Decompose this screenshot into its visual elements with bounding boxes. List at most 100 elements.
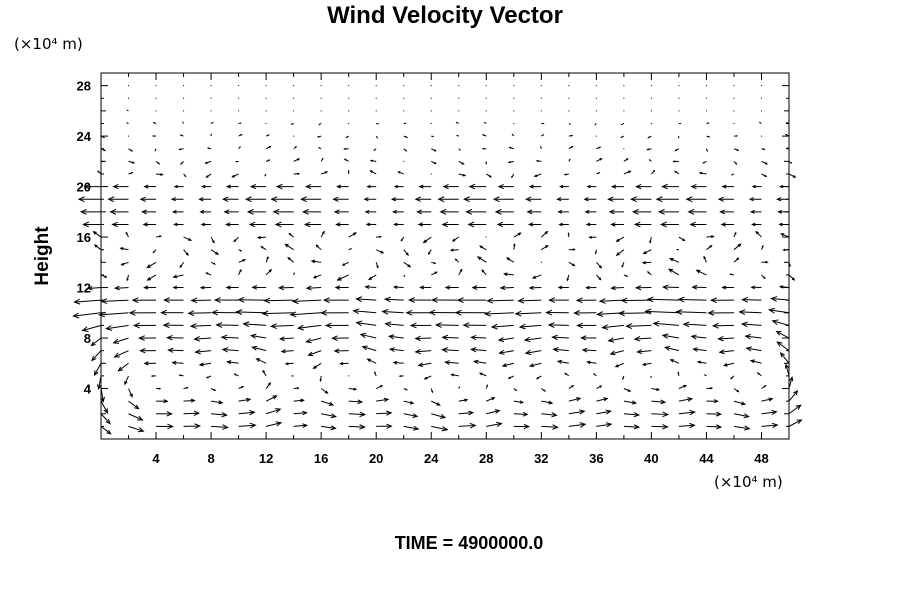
wind-vector [392, 360, 404, 365]
wind-vector [563, 173, 569, 176]
wind-vector [454, 258, 460, 263]
wind-vector [617, 310, 652, 317]
wind-vector [698, 171, 707, 175]
wind-vector [623, 388, 632, 392]
wind-vector [198, 362, 212, 367]
wind-vector [414, 196, 432, 202]
vector-dot [650, 122, 652, 124]
wind-vector [310, 259, 322, 264]
vector-dot [595, 135, 597, 137]
wind-vector [265, 268, 273, 276]
vector-dot [100, 97, 102, 99]
wind-vector [517, 297, 542, 304]
wind-vector [409, 322, 432, 329]
wind-vector [183, 173, 187, 178]
wind-vector [498, 349, 514, 355]
wind-vector [610, 222, 624, 227]
wind-vector [428, 309, 459, 316]
wind-vector [363, 197, 377, 202]
wind-vector [393, 222, 404, 227]
y-tick-label: 16 [77, 230, 91, 245]
wind-vector [249, 183, 267, 190]
vector-dot [375, 97, 377, 99]
wind-vector [193, 335, 212, 342]
wind-vector [703, 255, 707, 263]
wind-vector [305, 184, 322, 190]
wind-vector [152, 135, 157, 137]
wind-vector [315, 244, 322, 251]
wind-vector [576, 322, 597, 329]
wind-vector [128, 148, 134, 152]
wind-vector [513, 388, 518, 392]
wind-vector [756, 372, 762, 377]
wind-vector [210, 236, 215, 244]
wind-vector [696, 360, 707, 364]
wind-vector [431, 425, 449, 432]
wind-vector [706, 235, 715, 239]
wind-vector [661, 333, 680, 339]
wind-vector [345, 135, 349, 139]
wind-vector [322, 297, 349, 304]
wind-vector [454, 309, 487, 316]
wind-vector [567, 232, 570, 238]
wind-vector [210, 249, 220, 256]
wind-vector [607, 196, 624, 202]
wind-vector [293, 172, 301, 176]
vector-dot [485, 85, 487, 87]
wind-vector [758, 121, 762, 124]
wind-vector [651, 169, 656, 175]
wind-vector [788, 160, 793, 164]
wind-vector [492, 196, 514, 203]
wind-vector [235, 309, 267, 315]
wind-vector [541, 400, 554, 405]
wind-vector [583, 197, 597, 202]
wind-vector [238, 386, 245, 389]
wind-vector [154, 148, 157, 152]
x-axis-unit: (×10⁴ m) [714, 473, 783, 491]
wind-vector [366, 184, 377, 189]
wind-vector [535, 159, 542, 163]
wind-vector [233, 373, 239, 377]
wind-vector [431, 148, 437, 152]
wind-vector [630, 196, 652, 203]
x-tick-label: 36 [589, 451, 603, 466]
vector-dot [155, 110, 157, 112]
wind-vector [183, 410, 201, 416]
wind-vector [211, 309, 239, 316]
wind-vector [83, 183, 102, 190]
wind-vector [179, 134, 184, 137]
wind-vector [568, 158, 571, 162]
wind-vector [733, 231, 737, 238]
wind-vector [620, 123, 625, 126]
y-tick-label: 28 [77, 79, 91, 94]
wind-vector [199, 285, 212, 290]
wind-vector [733, 135, 739, 137]
vector-dot [678, 97, 680, 99]
wind-vector [545, 309, 569, 316]
wind-vector [468, 183, 487, 190]
wind-vector [784, 363, 790, 377]
vector-dot [540, 85, 542, 87]
wind-vector [198, 197, 212, 202]
wind-vector [730, 173, 735, 176]
wind-vector [100, 388, 105, 403]
vector-dot [128, 85, 130, 87]
wind-vector [270, 196, 294, 203]
wind-vector [375, 249, 385, 254]
wind-vector [156, 411, 173, 417]
wind-vector [503, 272, 514, 276]
wind-vector [470, 347, 487, 353]
wind-vector [707, 310, 734, 316]
wind-vector [778, 222, 790, 227]
wind-vector [481, 134, 487, 137]
wind-vector [444, 360, 459, 365]
wind-vector [92, 231, 102, 238]
wind-vector [780, 233, 790, 238]
wind-vector [541, 122, 545, 125]
wind-vector [359, 332, 377, 339]
wind-vector [481, 147, 487, 150]
wind-vector [467, 221, 487, 228]
wind-vector [128, 413, 144, 421]
wind-vector [166, 334, 184, 341]
wind-vector [194, 348, 212, 355]
